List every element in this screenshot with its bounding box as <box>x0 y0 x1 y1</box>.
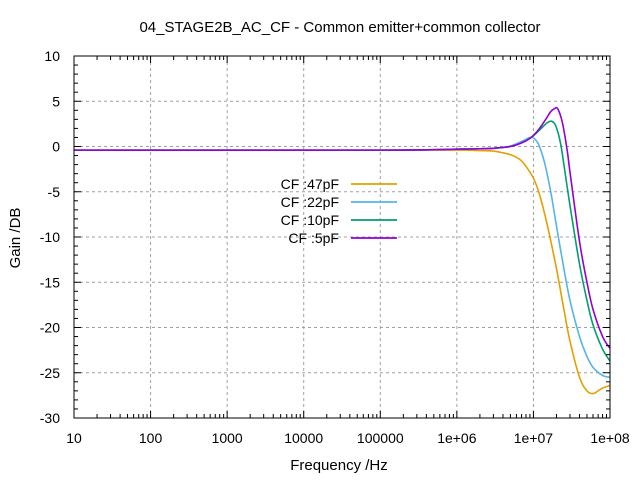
x-tick-label: 1e+06 <box>437 430 477 446</box>
x-axis-label: Frequency /Hz <box>290 457 388 474</box>
x-tick-label: 100 <box>139 430 163 446</box>
legend-label: CF :10pF <box>281 212 339 228</box>
series-lines <box>73 106 611 395</box>
chart-title: 04_STAGE2B_AC_CF - Common emitter+common… <box>139 19 540 36</box>
y-tick-label: -30 <box>40 410 60 426</box>
series-line <box>74 149 611 395</box>
y-tick-label: 5 <box>52 93 60 109</box>
legend-label: CF :47pF <box>281 176 339 192</box>
series-line <box>73 136 611 379</box>
x-tick-label: 1e+07 <box>514 430 554 446</box>
legend: CF :47pF CF :22pF CF :10pF CF :5pF <box>281 176 397 246</box>
y-axis-label: Gain /DB <box>7 208 24 269</box>
series-line <box>73 120 611 362</box>
y-tick-label: -10 <box>40 229 60 245</box>
series-line <box>73 106 611 349</box>
axis-ticks: 10 100 1000 10000 100000 1e+06 1e+07 1e+08 10 5 0 -… <box>40 48 630 446</box>
x-tick-label: 1e+08 <box>590 430 630 446</box>
y-tick-label: -5 <box>48 184 61 200</box>
x-tick-label: 10000 <box>284 430 323 446</box>
x-tick-label: 1000 <box>212 430 243 446</box>
y-tick-label: -20 <box>40 320 60 336</box>
x-tick-label: 10 <box>66 430 82 446</box>
y-tick-label: 0 <box>52 139 60 155</box>
y-tick-label: -15 <box>40 274 60 290</box>
y-tick-label: -25 <box>40 365 60 381</box>
legend-label: CF :22pF <box>281 194 339 210</box>
grid <box>74 56 610 418</box>
x-tick-label: 100000 <box>357 430 404 446</box>
legend-label: CF :5pF <box>288 230 339 246</box>
y-tick-label: 10 <box>44 48 60 64</box>
